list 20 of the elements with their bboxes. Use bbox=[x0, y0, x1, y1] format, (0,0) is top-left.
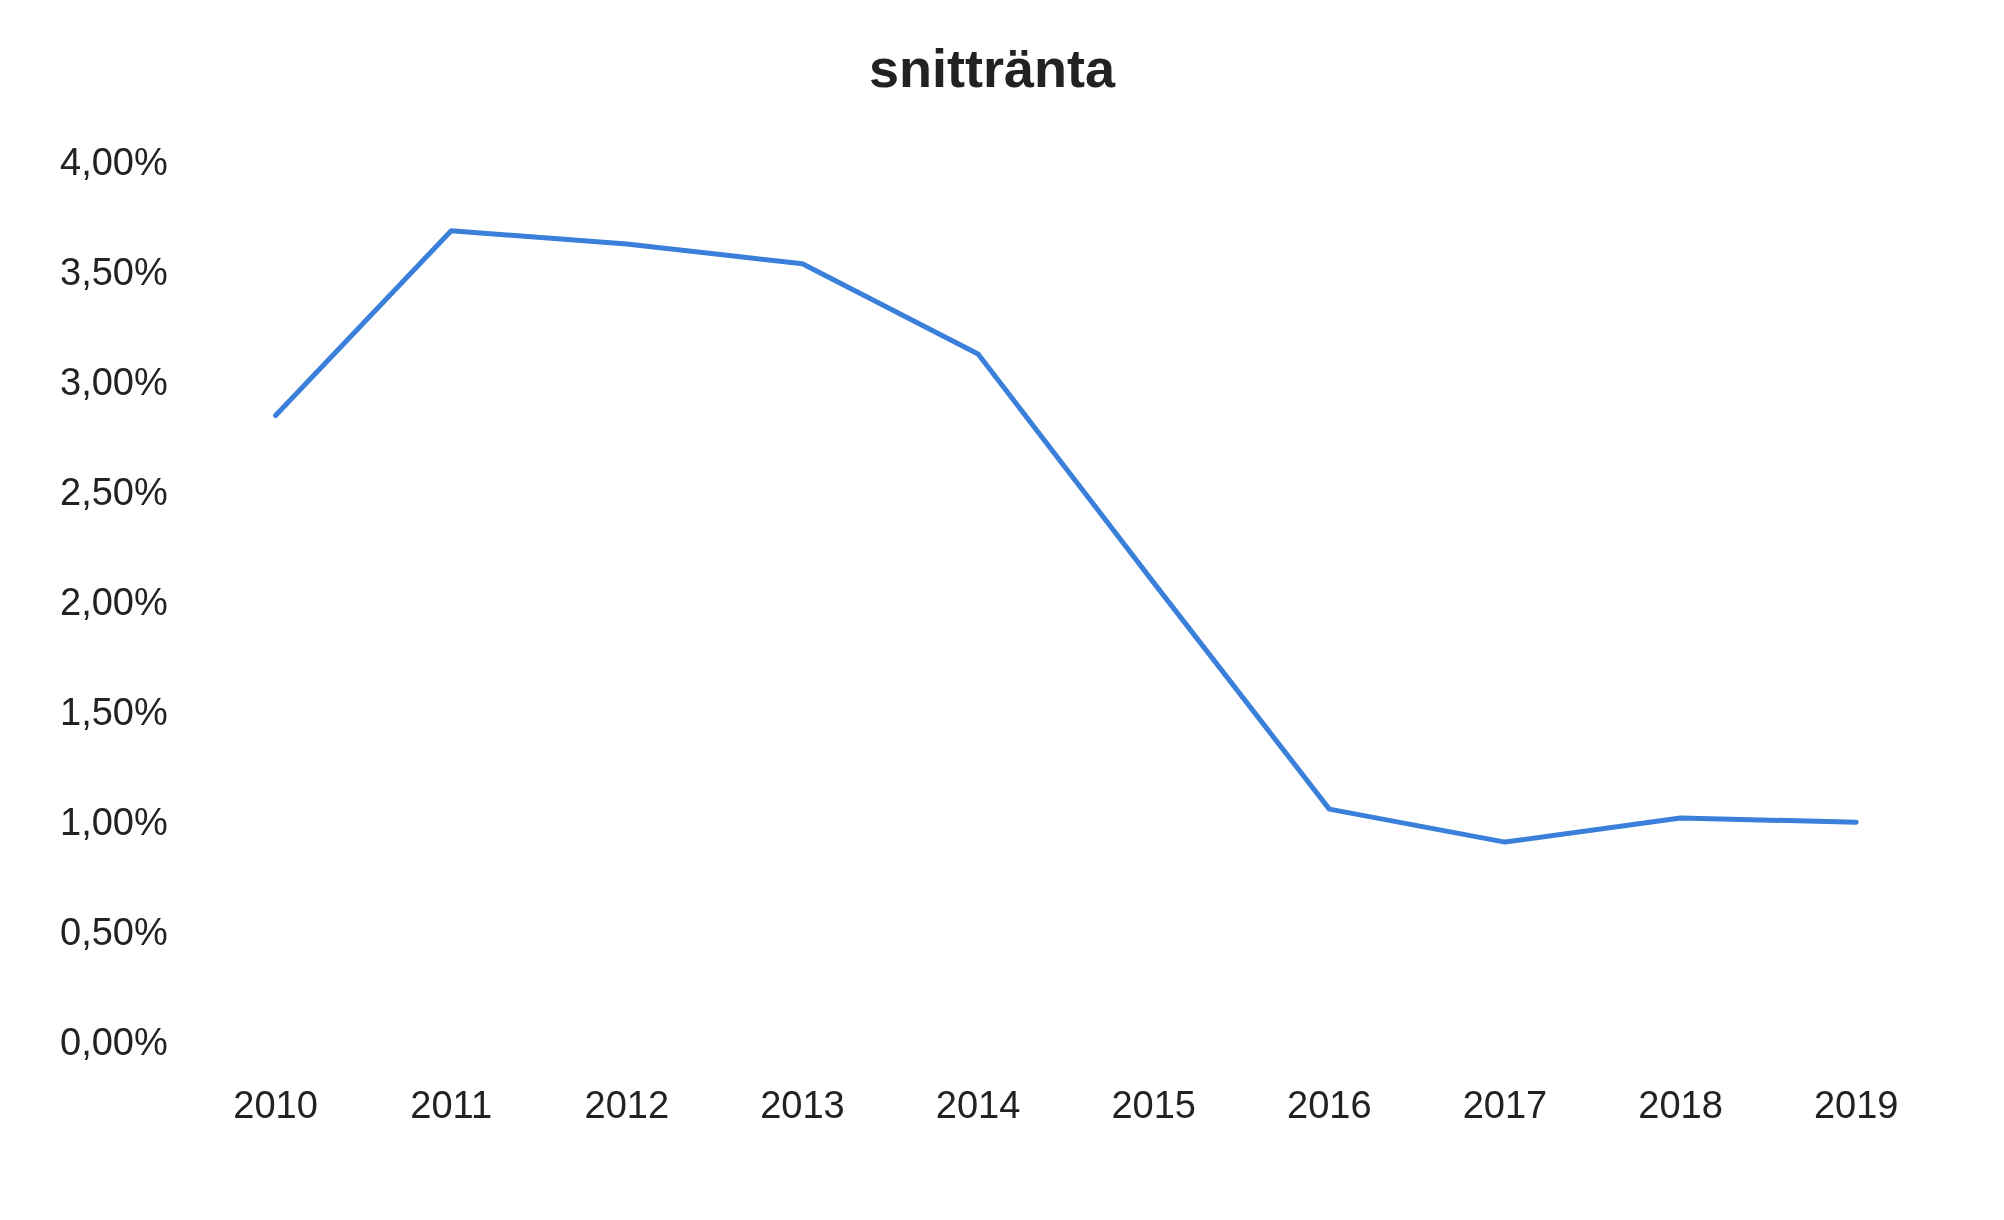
y-tick-label: 3,00% bbox=[60, 361, 168, 404]
y-tick-label: 0,50% bbox=[60, 910, 168, 953]
y-tick-label: 1,50% bbox=[60, 691, 168, 734]
x-tick-label: 2012 bbox=[584, 1083, 670, 1126]
x-tick-label: 2011 bbox=[410, 1083, 493, 1126]
x-tick-label: 2014 bbox=[935, 1083, 1021, 1126]
chart-title: snittränta bbox=[868, 38, 1116, 99]
y-tick-label: 2,50% bbox=[60, 471, 168, 514]
x-tick-label: 2017 bbox=[1462, 1083, 1548, 1126]
x-tick-label: 2019 bbox=[1813, 1083, 1899, 1126]
y-tick-label: 0,00% bbox=[60, 1020, 168, 1063]
x-tick-label: 2015 bbox=[1111, 1083, 1196, 1126]
x-tick-label: 2010 bbox=[233, 1083, 318, 1126]
x-tick-label: 2018 bbox=[1638, 1083, 1723, 1126]
y-tick-label: 1,00% bbox=[60, 800, 168, 843]
x-tick-label: 2016 bbox=[1287, 1083, 1372, 1126]
y-tick-label: 4,00% bbox=[60, 141, 168, 184]
y-tick-label: 3,50% bbox=[60, 251, 168, 294]
x-tick-label: 2013 bbox=[760, 1083, 845, 1126]
y-tick-label: 2,00% bbox=[60, 581, 168, 624]
